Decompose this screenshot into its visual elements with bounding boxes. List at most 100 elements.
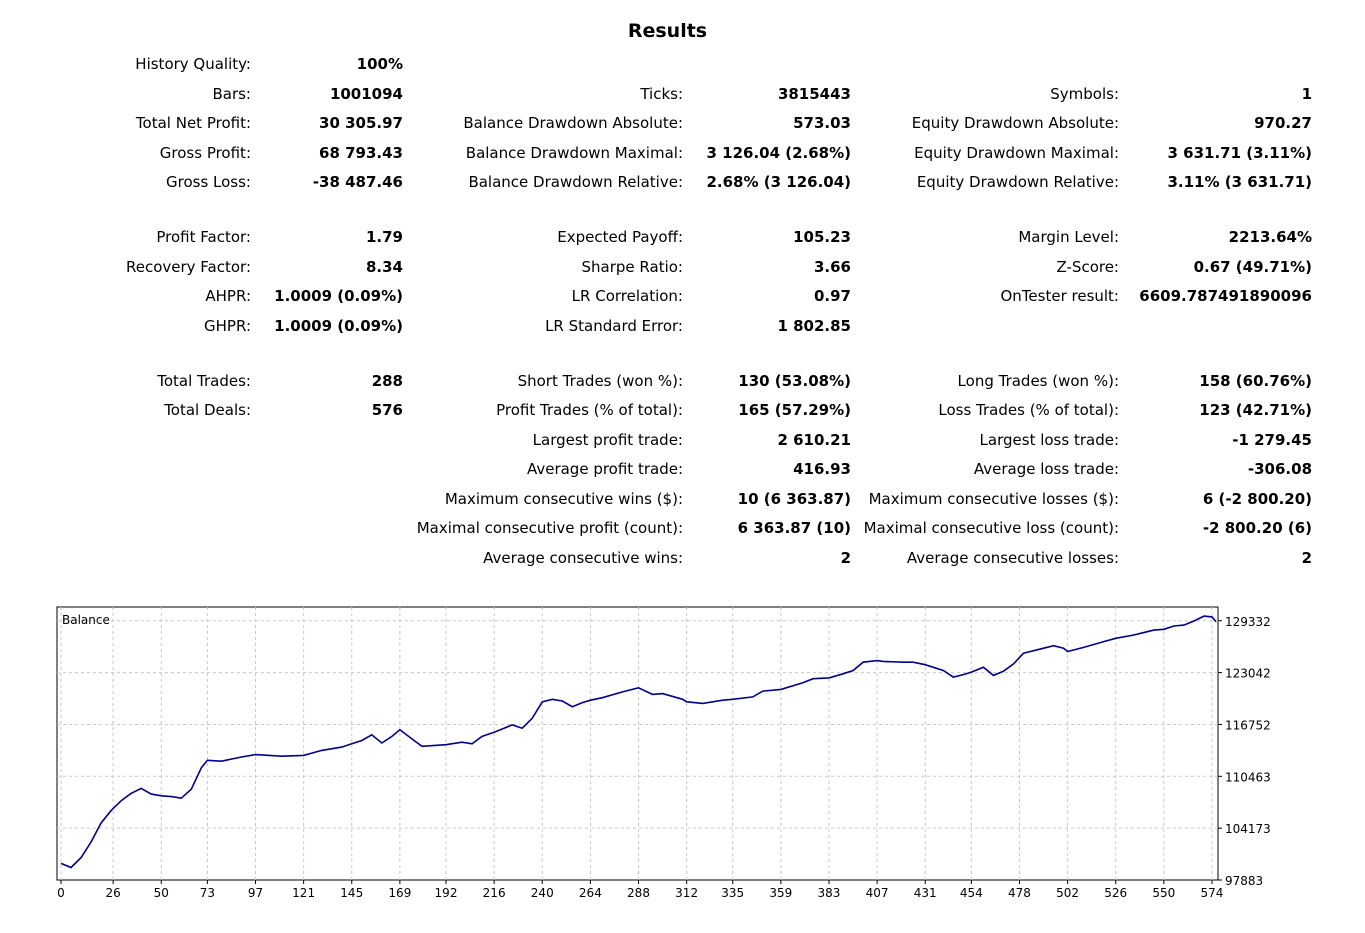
stat-value: 30 305.97 <box>319 114 403 132</box>
stat-value: 2.68% (3 126.04) <box>706 173 851 191</box>
stat-label: Gross Loss: <box>166 173 251 191</box>
stat-value: 3 631.71 (3.11%) <box>1167 144 1312 162</box>
x-tick-label: 335 <box>721 886 744 900</box>
y-tick-label: 129332 <box>1225 615 1271 629</box>
x-tick-label: 264 <box>579 886 602 900</box>
stat-label: Largest profit trade: <box>532 431 683 449</box>
y-tick-label: 97883 <box>1225 874 1263 888</box>
stat-label: Profit Factor: <box>156 228 251 246</box>
stat-value: 2213.64% <box>1228 228 1312 246</box>
stat-value: 165 (57.29%) <box>738 401 851 419</box>
stat-value: 0.67 (49.71%) <box>1193 258 1312 276</box>
stat-value: 105.23 <box>793 228 851 246</box>
x-tick-label: 121 <box>292 886 315 900</box>
stat-label: Gross Profit: <box>159 144 251 162</box>
page-title: Results <box>627 20 708 42</box>
stat-label: Equity Drawdown Absolute: <box>911 114 1119 132</box>
stat-value: 8.34 <box>365 258 403 276</box>
stat-label: Maximum consecutive wins ($): <box>444 490 683 508</box>
x-tick-label: 216 <box>483 886 506 900</box>
stat-label: Ticks: <box>640 85 683 103</box>
x-tick-label: 574 <box>1201 886 1224 900</box>
stat-value: 3815443 <box>777 85 851 103</box>
stat-label: GHPR: <box>204 317 251 335</box>
stat-label: Total Deals: <box>164 401 251 419</box>
stat-value: -306.08 <box>1247 460 1312 478</box>
stat-label: Profit Trades (% of total): <box>496 401 683 419</box>
x-tick-label: 169 <box>388 886 411 900</box>
x-tick-label: 50 <box>154 886 169 900</box>
stat-value: 1 802.85 <box>777 317 851 335</box>
stat-value: 158 (60.76%) <box>1199 372 1312 390</box>
x-tick-label: 454 <box>960 886 983 900</box>
stat-label: Average loss trade: <box>973 460 1119 478</box>
stat-value: 6 363.87 (10) <box>737 519 851 537</box>
stat-value: 3.66 <box>813 258 851 276</box>
stat-label: Expected Payoff: <box>557 228 683 246</box>
x-tick-label: 145 <box>340 886 363 900</box>
x-tick-label: 240 <box>531 886 554 900</box>
stat-label: OnTester result: <box>1000 287 1119 305</box>
stat-value: -1 279.45 <box>1232 431 1312 449</box>
stat-value: 100% <box>356 55 403 73</box>
x-tick-label: 407 <box>866 886 889 900</box>
stat-value: 10 (6 363.87) <box>737 490 851 508</box>
stat-label: Loss Trades (% of total): <box>938 401 1119 419</box>
stat-value: 576 <box>371 401 403 419</box>
chart-title: Balance <box>62 613 110 627</box>
stat-value: -2 800.20 (6) <box>1202 519 1312 537</box>
x-tick-label: 359 <box>769 886 792 900</box>
stat-label: Maximum consecutive losses ($): <box>868 490 1119 508</box>
stat-value: 6 (-2 800.20) <box>1202 490 1312 508</box>
x-tick-label: 550 <box>1152 886 1175 900</box>
x-tick-label: 478 <box>1008 886 1031 900</box>
x-tick-label: 97 <box>248 886 263 900</box>
stat-label: Equity Drawdown Relative: <box>916 173 1119 191</box>
y-tick-label: 123042 <box>1225 667 1271 681</box>
stat-label: Maximal consecutive loss (count): <box>863 519 1119 537</box>
y-tick-label: 116752 <box>1225 718 1271 732</box>
stat-value: 1001094 <box>329 85 403 103</box>
stat-label: Average profit trade: <box>526 460 683 478</box>
stat-value: 1.79 <box>365 228 403 246</box>
stat-value: 1.0009 (0.09%) <box>274 287 403 305</box>
stat-label: Average consecutive losses: <box>906 549 1119 567</box>
stat-label: Recovery Factor: <box>125 258 251 276</box>
x-tick-label: 312 <box>675 886 698 900</box>
stat-value: 970.27 <box>1254 114 1312 132</box>
x-tick-label: 26 <box>105 886 120 900</box>
stat-label: Short Trades (won %): <box>517 372 683 390</box>
x-tick-label: 192 <box>435 886 458 900</box>
stat-label: Symbols: <box>1050 85 1119 103</box>
stat-label: Bars: <box>212 85 251 103</box>
stat-label: LR Correlation: <box>571 287 683 305</box>
stat-label: Total Net Profit: <box>135 114 251 132</box>
stat-value: 1 <box>1301 85 1312 103</box>
stat-label: Balance Drawdown Maximal: <box>465 144 683 162</box>
stat-value: 2 <box>840 549 851 567</box>
stat-label: Sharpe Ratio: <box>581 258 683 276</box>
stat-value: 123 (42.71%) <box>1199 401 1312 419</box>
stat-value: 3.11% (3 631.71) <box>1167 173 1312 191</box>
stat-label: Equity Drawdown Maximal: <box>914 144 1119 162</box>
stat-value: 1.0009 (0.09%) <box>274 317 403 335</box>
stat-value: 2 610.21 <box>777 431 851 449</box>
x-tick-label: 526 <box>1104 886 1127 900</box>
stat-label: LR Standard Error: <box>545 317 683 335</box>
stat-label: Long Trades (won %): <box>957 372 1119 390</box>
x-tick-label: 73 <box>200 886 215 900</box>
x-tick-label: 431 <box>914 886 937 900</box>
stat-value: 130 (53.08%) <box>738 372 851 390</box>
stat-label: AHPR: <box>205 287 251 305</box>
stat-value: 416.93 <box>793 460 851 478</box>
stat-value: 0.97 <box>813 287 851 305</box>
stat-label: Margin Level: <box>1018 228 1119 246</box>
x-tick-label: 288 <box>627 886 650 900</box>
stat-label: Total Trades: <box>157 372 251 390</box>
stat-value: -38 487.46 <box>312 173 403 191</box>
stat-label: Z-Score: <box>1056 258 1120 276</box>
balance-series-line <box>60 615 1217 869</box>
stat-label: Balance Drawdown Relative: <box>468 173 683 191</box>
stat-value: 6609.787491890096 <box>1139 287 1312 305</box>
